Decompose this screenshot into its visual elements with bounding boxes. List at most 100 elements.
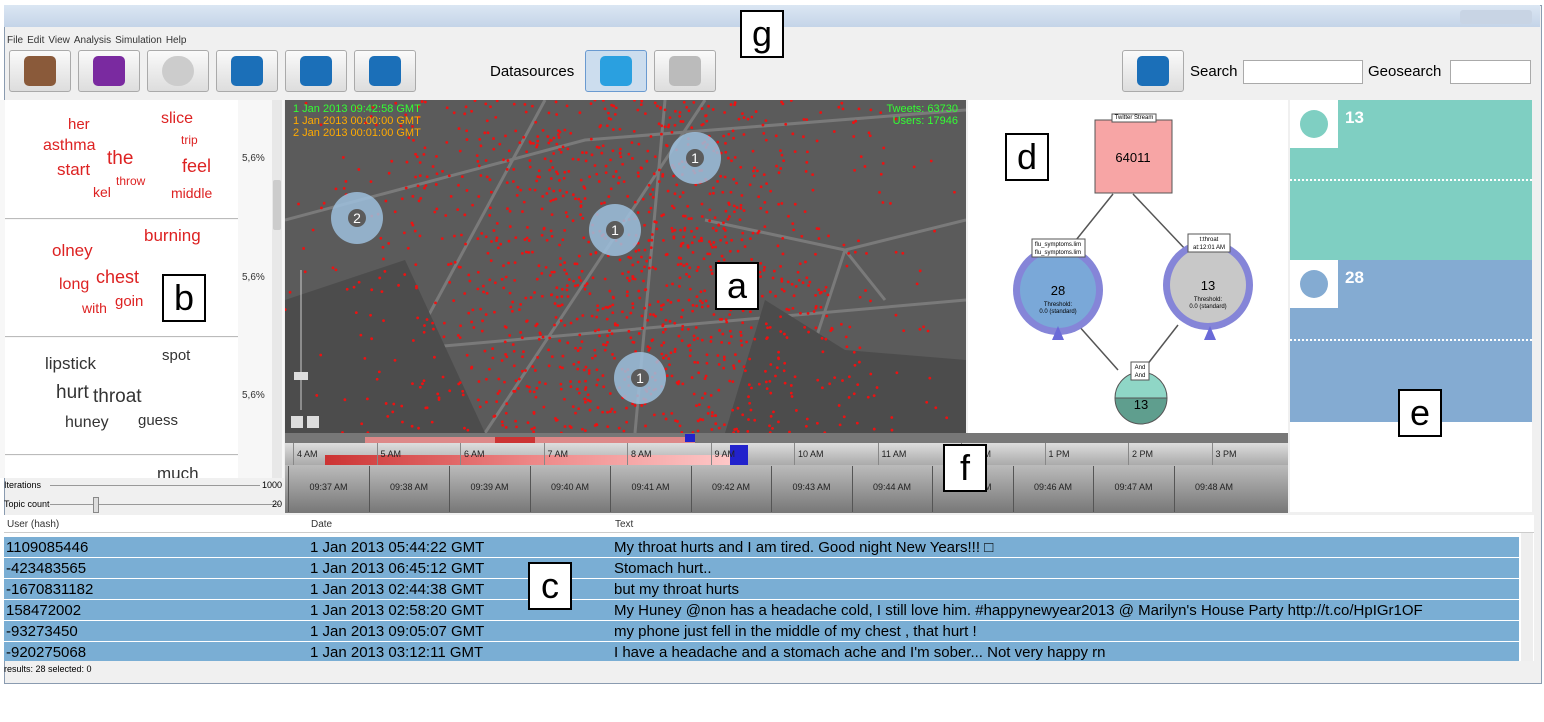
table-row[interactable]: 1109085446 1 Jan 2013 05:44:22 GMT My thro… [4, 537, 1519, 558]
tweet-dot [853, 363, 857, 367]
tweet-dot [768, 325, 772, 329]
tweet-dot [700, 305, 704, 309]
menu-item[interactable]: Edit [27, 35, 45, 46]
facebook-button[interactable] [654, 50, 716, 92]
run-button[interactable] [354, 50, 416, 92]
tweet-dot [586, 393, 590, 397]
minute-cell[interactable]: 09:41 AM [610, 466, 690, 512]
tweet-dot [508, 225, 512, 228]
topic-count-thumb[interactable] [93, 497, 99, 513]
tweet-dot [572, 362, 576, 366]
minute-cell[interactable]: 09:38 AM [368, 466, 449, 512]
tweet-dot [757, 195, 761, 199]
menu-item[interactable]: Help [165, 35, 187, 46]
tweet-dot [424, 406, 428, 410]
tweet-dot [612, 296, 615, 300]
table-row[interactable]: -93273450 1 Jan 2013 09:05:07 GMT my phone… [4, 621, 1519, 642]
tweet-dot [690, 241, 694, 245]
table-row[interactable]: -423483565 1 Jan 2013 06:45:12 GMT Stomach… [4, 558, 1519, 579]
minute-cell[interactable]: 09:37 AM [288, 466, 368, 512]
minute-cell[interactable]: 09:46 AM [1012, 466, 1093, 512]
minute-cell[interactable]: 09:44 AM [851, 466, 932, 512]
tweet-dot [600, 151, 604, 155]
tweet-dot [768, 379, 772, 383]
tweet-dot [705, 119, 709, 123]
tweet-dot [611, 311, 615, 315]
tweet-dot [869, 108, 873, 112]
topic-count-slider[interactable] [50, 504, 280, 505]
tweet-dot [769, 391, 773, 395]
zoom-out[interactable] [291, 416, 303, 428]
tweet-dot [516, 185, 520, 189]
tool-button[interactable] [216, 50, 278, 92]
scrollbar[interactable] [1521, 533, 1533, 661]
tweet-dot [366, 431, 370, 433]
minute-cell[interactable]: 09:40 AM [529, 466, 610, 512]
tweet-dot [677, 256, 681, 260]
scrollbar[interactable] [272, 100, 282, 478]
minute-cell[interactable]: 09:47 AM [1093, 466, 1173, 512]
tweet-dot [357, 168, 361, 171]
zoom-thumb[interactable] [294, 372, 308, 380]
tweet-dot [456, 333, 460, 337]
table-row[interactable]: -920275068 1 Jan 2013 03:12:11 GMT I have … [4, 642, 1519, 662]
minute-cell[interactable]: 09:48 AM [1173, 466, 1254, 512]
tweet-dot [709, 243, 713, 246]
tweet-dot [425, 318, 429, 321]
tweet-dot [692, 338, 696, 342]
tweet-dot [471, 203, 474, 207]
table-row[interactable]: -1670831182 1 Jan 2013 02:44:38 GMT but my… [4, 579, 1519, 600]
tweet-dot [670, 130, 674, 134]
tweet-dot [583, 197, 587, 200]
tweet-dot [731, 380, 735, 383]
minute-cell[interactable]: 09:43 AM [771, 466, 851, 512]
edit-button[interactable] [285, 50, 347, 92]
menu-item[interactable]: Simulation [115, 35, 162, 46]
tweet-dot [595, 383, 599, 387]
tweet-dot [824, 285, 828, 289]
tweet-dot [867, 131, 871, 135]
menu-item[interactable]: File [7, 35, 24, 46]
tweet-dot [380, 290, 384, 294]
zoom-in[interactable] [307, 416, 319, 428]
tweet-dot [797, 278, 801, 282]
geosearch-input[interactable] [1450, 60, 1531, 84]
tweet-dot [563, 170, 567, 174]
tweet-dot [625, 290, 629, 294]
iterations-slider[interactable] [50, 485, 260, 486]
tweet-dot [764, 138, 768, 142]
open-button[interactable] [78, 50, 140, 92]
minute-cell[interactable]: 09:39 AM [449, 466, 529, 512]
menu-item[interactable]: Analysis [73, 35, 112, 46]
map[interactable]: 2 1 1 1 1 Jan 2013 09:42:58 GMT 1 Jan 2013 … [285, 100, 966, 433]
window-controls[interactable] [1460, 10, 1532, 24]
tweet-dot [601, 374, 605, 377]
minute-cell[interactable]: 09:42 AM [690, 466, 771, 512]
node-label: Twitter Stream [1115, 115, 1154, 121]
tweet-dot [476, 287, 480, 291]
tweet-dot [764, 119, 768, 123]
tweet-dot [559, 431, 563, 433]
tweet-dot [577, 380, 581, 384]
tweet-dot [682, 235, 686, 239]
tweet-dot [425, 175, 429, 179]
user-alert[interactable]: 13 [1290, 100, 1532, 260]
tweet-dot [595, 315, 599, 319]
tweet-dot [550, 355, 554, 359]
simulation-button[interactable] [1122, 50, 1184, 92]
menu-item[interactable]: View [48, 35, 70, 46]
import-button[interactable] [9, 50, 71, 92]
tweet-dot [681, 382, 685, 386]
hour-tick [877, 443, 879, 465]
tweet-dot [702, 257, 706, 261]
tweet-dot [649, 206, 653, 210]
tweet-dot [583, 397, 587, 401]
tweet-dot [699, 290, 703, 294]
search-input[interactable] [1243, 60, 1363, 84]
table-row[interactable]: 158472002 1 Jan 2013 02:58:20 GMT My Huney… [4, 600, 1519, 621]
tweet-dot [706, 411, 710, 415]
search-button[interactable] [147, 50, 209, 92]
twitter-button[interactable] [585, 50, 647, 92]
tweet-dot [554, 197, 558, 201]
